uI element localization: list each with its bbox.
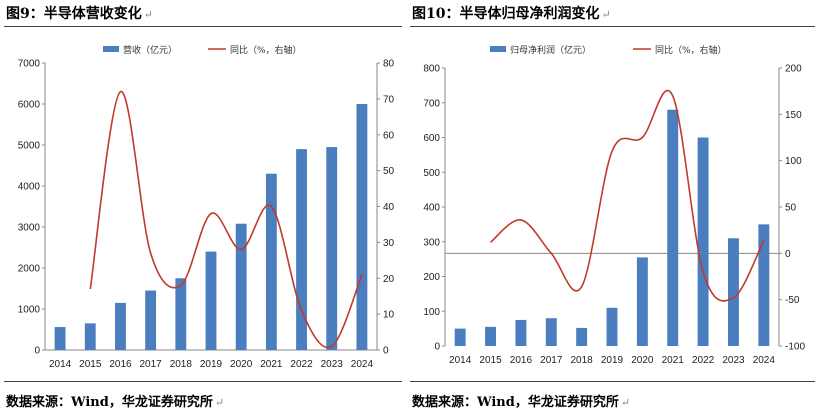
left-bar — [235, 223, 247, 350]
left-right-tick-label: 0 — [383, 346, 389, 357]
left-legend-line-label: 同比（%，右轴） — [230, 44, 302, 56]
left-right-tick-label: 80 — [383, 59, 395, 70]
right-right-tick-label: -50 — [785, 295, 800, 306]
left-x-tick-label: 2015 — [79, 359, 102, 370]
right-right-tick-label: 0 — [785, 249, 791, 260]
left-right-tick-label: 50 — [383, 166, 395, 177]
left-source-note: 数据来源：Wind，华龙证券研究所 ↵ — [6, 395, 225, 410]
right-bar — [485, 326, 497, 346]
left-left-tick-label: 6000 — [18, 100, 41, 111]
right-chart-title: 图10：半导体归母净利润变化 ↵ — [412, 6, 611, 22]
right-bar — [727, 238, 739, 346]
right-left-tick-label: 0 — [434, 342, 440, 353]
right-x-tick-label: 2018 — [571, 355, 594, 366]
right-left-tick-label: 800 — [423, 64, 440, 75]
left-right-tick-label: 40 — [383, 202, 395, 213]
left-bar — [356, 104, 368, 350]
left-right-tick-label: 30 — [383, 238, 395, 249]
right-bar — [636, 257, 648, 346]
left-left-tick-label: 4000 — [18, 182, 41, 193]
left-x-tick-label: 2021 — [260, 359, 283, 370]
left-x-tick-label: 2023 — [321, 359, 344, 370]
right-x-tick-label: 2017 — [540, 355, 563, 366]
left-right-tick-label: 70 — [383, 94, 395, 105]
left-bar — [265, 173, 277, 350]
right-legend-line-label: 同比（%，右轴） — [655, 44, 727, 56]
right-right-tick-label: -100 — [785, 342, 805, 353]
left-bar — [326, 147, 338, 350]
left-right-tick-label: 10 — [383, 310, 395, 321]
left-left-tick-label: 5000 — [18, 141, 41, 152]
right-legend-bar-label: 归母净利润（亿元） — [510, 44, 591, 56]
right-left-tick-label: 700 — [423, 98, 440, 109]
left-x-tick-label: 2022 — [290, 359, 313, 370]
left-left-tick-label: 1000 — [18, 305, 41, 316]
left-left-tick-label: 0 — [34, 346, 40, 357]
left-bar — [175, 278, 187, 350]
left-right-tick-label: 20 — [383, 274, 395, 285]
left-bar — [296, 149, 307, 350]
left-x-tick-label: 2019 — [200, 359, 223, 370]
left-bottom-rule — [4, 381, 402, 382]
left-left-tick-label: 2000 — [18, 264, 41, 275]
right-x-tick-label: 2019 — [601, 355, 624, 366]
left-bar — [84, 323, 96, 350]
left-right-tick-label: 60 — [383, 130, 395, 141]
left-legend-bar-label: 营收（亿元） — [123, 44, 177, 56]
left-left-tick-label: 7000 — [18, 59, 41, 70]
right-bottom-rule — [410, 381, 815, 382]
right-top-rule — [410, 26, 815, 27]
right-right-tick-label: 50 — [785, 203, 797, 214]
left-bar — [205, 251, 217, 350]
right-x-tick-label: 2020 — [631, 355, 654, 366]
right-left-tick-label: 200 — [423, 272, 440, 283]
right-left-tick-label: 300 — [423, 237, 440, 248]
right-bar — [697, 137, 709, 346]
right-left-tick-label: 100 — [423, 307, 440, 318]
right-legend-bar-swatch — [490, 46, 506, 52]
right-right-tick-label: 200 — [785, 64, 802, 75]
left-x-tick-label: 2017 — [140, 359, 163, 370]
left-x-tick-label: 2014 — [49, 359, 72, 370]
left-x-tick-label: 2020 — [230, 359, 253, 370]
right-bar — [454, 328, 466, 346]
right-bar — [545, 318, 557, 346]
left-bar — [115, 302, 126, 350]
right-x-tick-label: 2023 — [722, 355, 745, 366]
right-right-tick-label: 100 — [785, 156, 802, 167]
left-chart-title: 图9：半导体营收变化 ↵ — [6, 6, 153, 22]
right-x-tick-label: 2016 — [510, 355, 533, 366]
left-legend-bar-swatch — [103, 46, 119, 52]
left-bar — [54, 327, 66, 350]
right-yoy-line — [490, 89, 765, 302]
right-x-tick-label: 2022 — [692, 355, 715, 366]
right-right-tick-label: 150 — [785, 110, 802, 121]
right-x-tick-label: 2021 — [662, 355, 685, 366]
right-x-tick-label: 2024 — [753, 355, 776, 366]
left-bar — [145, 290, 157, 350]
left-x-tick-label: 2024 — [351, 359, 374, 370]
right-source-note: 数据来源：Wind，华龙证券研究所 ↵ — [412, 395, 631, 410]
left-x-tick-label: 2016 — [109, 359, 132, 370]
right-x-tick-label: 2015 — [479, 355, 502, 366]
right-left-tick-label: 500 — [423, 168, 440, 179]
right-left-tick-label: 600 — [423, 133, 440, 144]
right-left-tick-label: 400 — [423, 203, 440, 214]
right-bar — [606, 307, 618, 346]
left-x-tick-label: 2018 — [170, 359, 193, 370]
left-left-tick-label: 3000 — [18, 223, 41, 234]
right-x-tick-label: 2014 — [449, 355, 472, 366]
right-bar — [758, 224, 770, 346]
right-bar — [515, 319, 527, 346]
right-bar — [576, 327, 588, 346]
left-yoy-line — [89, 90, 363, 349]
left-top-rule — [4, 26, 402, 27]
right-bar — [667, 109, 679, 346]
